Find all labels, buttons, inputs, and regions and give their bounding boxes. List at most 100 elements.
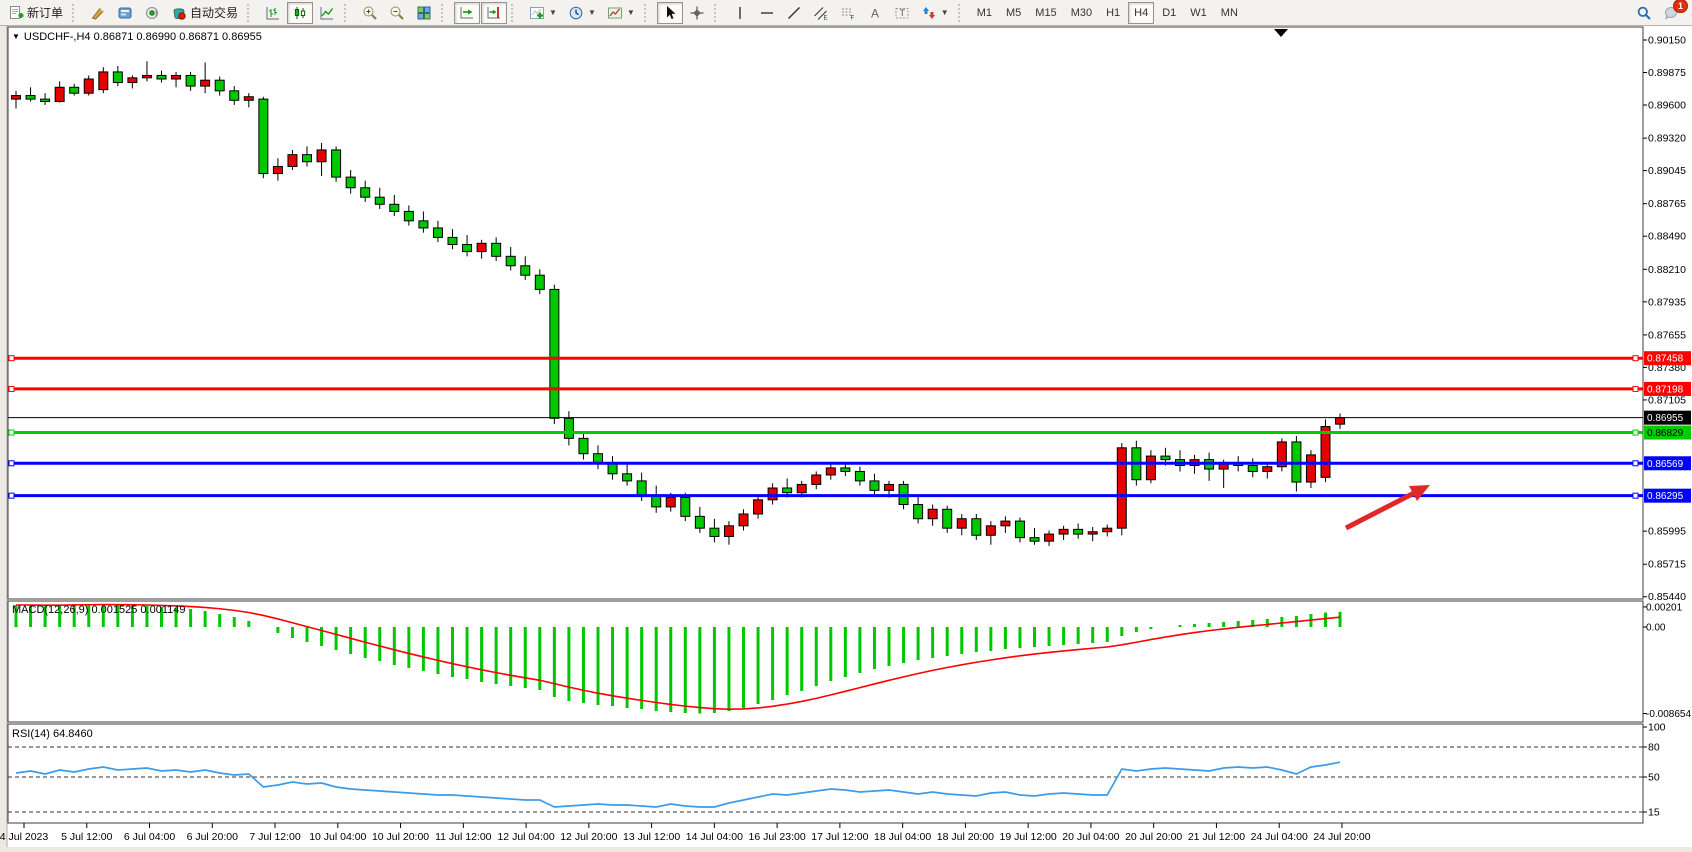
chart-shift-button[interactable]: [481, 1, 508, 24]
equidistant-channel-button[interactable]: E: [808, 2, 834, 24]
timeframe-d1-button[interactable]: D1: [1156, 2, 1182, 24]
trend-arrow-head[interactable]: [1409, 485, 1430, 501]
search-icon: [1637, 6, 1651, 20]
price-axis-label: 0.90150: [1648, 35, 1686, 47]
horizontal-line-button[interactable]: [754, 2, 780, 24]
time-axis-label: 12 Jul 20:00: [560, 831, 617, 843]
price-badge: [1644, 456, 1691, 471]
line-handle[interactable]: [8, 429, 15, 436]
candlestick: [767, 487, 778, 501]
time-axis-label: 11 Jul 12:00: [435, 831, 492, 843]
periods-button[interactable]: ▼: [563, 2, 601, 24]
candlestick: [811, 474, 822, 485]
candlestick: [171, 74, 182, 80]
candlestick: [927, 508, 938, 520]
line-handle[interactable]: [8, 385, 15, 392]
timeframe-h4-button[interactable]: H4: [1128, 1, 1155, 24]
alerts-button[interactable]: [139, 2, 165, 24]
line-handle[interactable]: [1632, 492, 1639, 499]
time-axis-label: 16 Jul 23:00: [749, 831, 806, 843]
trend-arrow-annotation[interactable]: [1344, 489, 1418, 531]
candlestick: [98, 71, 109, 91]
candlestick: [316, 149, 327, 163]
candlestick: [622, 473, 633, 482]
svg-text:T: T: [899, 8, 905, 18]
line-handle[interactable]: [1632, 385, 1639, 392]
line-handle[interactable]: [8, 492, 15, 499]
timeframe-m30-button[interactable]: M30: [1065, 2, 1098, 24]
notifications-button[interactable]: 1: [1658, 0, 1688, 24]
timeframe-w1-button[interactable]: W1: [1184, 2, 1213, 24]
zoom-in-button[interactable]: [357, 2, 383, 24]
toolbar-grip: [511, 3, 519, 22]
templates-button[interactable]: ▼: [602, 2, 640, 24]
horizontal-line-icon: [760, 11, 773, 14]
line-handle[interactable]: [1632, 460, 1639, 467]
chart-window: 0.90150 0.89875 0.89600 0.89320 0.89045 0.887…: [0, 26, 1692, 852]
arrows-button[interactable]: ▼: [916, 2, 954, 24]
timeframe-h1-button[interactable]: H1: [1100, 2, 1126, 24]
price-badge: [1644, 488, 1691, 503]
candlestick: [1073, 528, 1084, 535]
new-order-button[interactable]: 新订单: [3, 2, 68, 24]
candlestick: [709, 527, 720, 537]
vertical-line-button[interactable]: [727, 2, 753, 24]
timeframe-m15-button[interactable]: M15: [1029, 2, 1062, 24]
line-handle[interactable]: [8, 355, 15, 362]
candlestick: [476, 242, 487, 253]
trendline-button[interactable]: [781, 2, 807, 24]
macd-axis-label: 0.00: [1646, 623, 1666, 634]
time-axis-label: 18 Jul 20:00: [937, 831, 994, 843]
candlestick: [942, 508, 953, 529]
tile-windows-button[interactable]: [411, 2, 437, 24]
candlestick: [54, 86, 65, 102]
timeframe-mn-button[interactable]: MN: [1215, 2, 1244, 24]
rsi-axis-label: 15: [1648, 807, 1660, 819]
gold-brush-icon: [91, 7, 104, 20]
rsi-line: [15, 761, 1341, 808]
text-button[interactable]: A: [862, 2, 888, 24]
text-label-button[interactable]: T: [889, 2, 915, 24]
candlestick: [272, 165, 283, 175]
timeframe-m1-button[interactable]: M1: [971, 2, 998, 24]
search-button[interactable]: [1631, 2, 1657, 24]
candlestick: [302, 154, 312, 163]
navigator-button[interactable]: [112, 2, 138, 24]
line-handle[interactable]: [1632, 355, 1639, 362]
candlestick-chart-button[interactable]: [287, 1, 314, 24]
line-chart-button[interactable]: [314, 2, 340, 24]
bar-chart-button[interactable]: [260, 2, 286, 24]
candlestick: [971, 518, 982, 536]
cursor-icon: [666, 5, 676, 19]
candlestick: [127, 77, 138, 84]
indicators-button[interactable]: ▼: [524, 2, 562, 24]
zoom-in-icon: [363, 6, 377, 20]
fibonacci-button[interactable]: F: [835, 2, 861, 24]
toolbar-grip: [441, 3, 449, 22]
autotrading-icon: [173, 7, 186, 20]
toolbar-grip: [713, 3, 722, 22]
market-watch-button[interactable]: [85, 2, 111, 24]
autotrading-button[interactable]: 自动交易: [166, 2, 243, 24]
time-axis-label: 10 Jul 04:00: [309, 831, 366, 843]
price-chart-canvas[interactable]: 0.90150 0.89875 0.89600 0.89320 0.89045 0.887…: [0, 26, 1692, 852]
candlestick: [1145, 455, 1156, 481]
time-axis-label: 24 Jul 04:00: [1251, 831, 1308, 843]
timeframe-m5-button[interactable]: M5: [1000, 2, 1027, 24]
text-label-icon: T: [895, 7, 909, 18]
crosshair-button[interactable]: [684, 2, 710, 24]
fibonacci-icon: F: [841, 8, 854, 21]
candlestick: [374, 196, 385, 205]
candlestick: [578, 437, 589, 455]
time-axis-label: 14 Jul 04:00: [686, 831, 743, 843]
candlestick: [25, 95, 36, 100]
line-handle[interactable]: [8, 460, 15, 467]
zoom-out-button[interactable]: [384, 2, 410, 24]
candlestick: [1247, 465, 1258, 472]
candlestick: [520, 265, 531, 276]
auto-scroll-button[interactable]: [454, 1, 481, 24]
timeframe-group: M1 M5 M15 M30 H1 H4 D1 W1 MN: [971, 1, 1244, 24]
cursor-button[interactable]: [656, 1, 683, 24]
svg-text:E: E: [823, 15, 827, 21]
line-handle[interactable]: [1632, 429, 1639, 436]
